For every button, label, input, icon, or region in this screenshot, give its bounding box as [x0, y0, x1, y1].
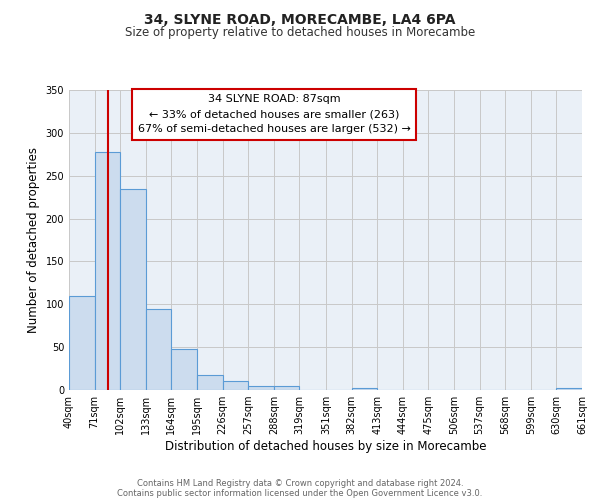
Y-axis label: Number of detached properties: Number of detached properties: [27, 147, 40, 333]
Bar: [248, 386, 274, 390]
Bar: [146, 308, 172, 390]
Bar: [556, 388, 582, 390]
X-axis label: Distribution of detached houses by size in Morecambe: Distribution of detached houses by size …: [165, 440, 486, 453]
Bar: [197, 374, 223, 390]
Bar: [352, 388, 377, 390]
Text: 34, SLYNE ROAD, MORECAMBE, LA4 6PA: 34, SLYNE ROAD, MORECAMBE, LA4 6PA: [144, 12, 456, 26]
Bar: [223, 380, 248, 390]
Bar: [172, 349, 197, 390]
Bar: [274, 386, 299, 390]
Bar: [95, 152, 120, 390]
Bar: [69, 296, 95, 390]
Bar: [120, 188, 146, 390]
Text: Size of property relative to detached houses in Morecambe: Size of property relative to detached ho…: [125, 26, 475, 39]
Text: Contains HM Land Registry data © Crown copyright and database right 2024.: Contains HM Land Registry data © Crown c…: [137, 478, 463, 488]
Text: 34 SLYNE ROAD: 87sqm
← 33% of detached houses are smaller (263)
67% of semi-deta: 34 SLYNE ROAD: 87sqm ← 33% of detached h…: [138, 94, 410, 134]
Text: Contains public sector information licensed under the Open Government Licence v3: Contains public sector information licen…: [118, 488, 482, 498]
